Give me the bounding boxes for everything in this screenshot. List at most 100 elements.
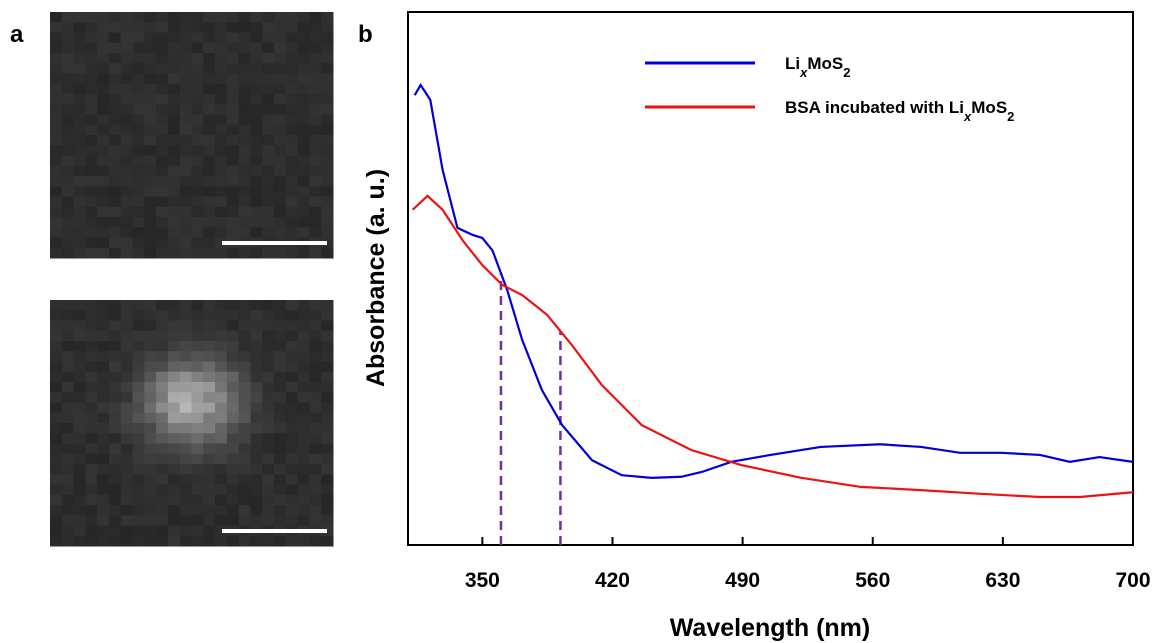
pixel — [321, 310, 334, 321]
pixel — [262, 12, 275, 23]
pixel — [179, 12, 192, 23]
pixel — [85, 53, 98, 64]
pixel — [309, 443, 322, 455]
pixel — [108, 310, 122, 321]
pixel — [215, 104, 228, 115]
pixel — [179, 32, 192, 44]
pixel — [215, 22, 228, 33]
pixel — [179, 392, 192, 403]
pixel — [215, 382, 228, 393]
pixel — [285, 382, 299, 393]
pixel — [250, 361, 263, 373]
legend-label: LixMoS2 — [785, 54, 851, 80]
pixel — [144, 351, 157, 362]
pixel — [50, 63, 63, 74]
pixel — [238, 114, 251, 126]
pixel — [226, 196, 240, 208]
pixel — [50, 402, 63, 414]
pixel — [132, 217, 145, 228]
pixel — [97, 165, 110, 177]
pixel — [226, 464, 240, 475]
pixel — [179, 433, 192, 444]
pixel — [50, 114, 63, 126]
pixel — [97, 484, 110, 496]
pixel — [203, 114, 216, 126]
pixel — [191, 196, 204, 208]
pixel — [97, 464, 110, 475]
pixel — [108, 206, 122, 218]
pixel — [179, 155, 192, 167]
pixel — [238, 443, 251, 455]
pixel — [156, 310, 169, 321]
pixel — [215, 412, 228, 424]
pixel — [321, 371, 334, 383]
pixel — [215, 12, 228, 23]
pixel — [297, 310, 310, 321]
pixel — [120, 535, 134, 547]
pixel — [203, 505, 216, 516]
pixel — [108, 423, 122, 434]
pixel — [73, 443, 86, 455]
pixel — [203, 63, 216, 74]
pixel — [120, 494, 134, 506]
pixel — [97, 73, 110, 85]
pixel — [156, 32, 169, 44]
pixel — [309, 42, 322, 54]
pixel — [144, 73, 157, 85]
pixel — [203, 104, 216, 115]
pixel — [120, 42, 134, 54]
pixel — [191, 412, 204, 424]
pixel — [262, 433, 275, 444]
pixel — [120, 371, 134, 383]
pixel — [226, 73, 240, 85]
pixel — [215, 351, 228, 362]
pixel — [274, 392, 287, 403]
pixel — [156, 176, 169, 187]
pixel — [97, 505, 110, 516]
pixel — [203, 392, 216, 403]
pixel — [203, 371, 216, 383]
pixel — [120, 433, 134, 444]
pixel — [85, 247, 98, 259]
pixel — [156, 237, 169, 249]
pixel — [191, 83, 204, 95]
pixel — [97, 135, 110, 146]
pixel — [156, 63, 169, 74]
pixel — [297, 341, 310, 352]
pixel — [238, 320, 251, 332]
pixel — [73, 382, 86, 393]
pixel — [73, 83, 86, 95]
pixel — [73, 320, 86, 332]
pixel — [226, 351, 240, 362]
pixel — [274, 22, 287, 33]
pixel — [238, 104, 251, 115]
pixel — [97, 423, 110, 434]
pixel — [309, 227, 322, 238]
pixel — [179, 237, 192, 249]
pixel — [215, 83, 228, 95]
pixel — [144, 247, 157, 259]
pixel — [50, 371, 63, 383]
pixel — [191, 155, 204, 167]
pixel — [203, 423, 216, 434]
pixel — [167, 351, 181, 362]
pixel — [132, 206, 145, 218]
pixel — [262, 341, 275, 352]
pixel — [120, 382, 134, 393]
pixel — [156, 453, 169, 465]
pixel — [61, 494, 75, 506]
pixel — [215, 206, 228, 218]
pixel — [120, 227, 134, 238]
pixel — [179, 206, 192, 218]
pixel — [191, 474, 204, 485]
pixel — [215, 525, 228, 537]
pixel — [73, 371, 86, 383]
pixel — [215, 63, 228, 74]
pixel — [61, 63, 75, 74]
pixel — [191, 186, 204, 197]
pixel — [191, 310, 204, 321]
pixel — [144, 484, 157, 496]
pixel — [250, 53, 263, 64]
pixel — [321, 32, 334, 44]
pixel — [297, 73, 310, 85]
